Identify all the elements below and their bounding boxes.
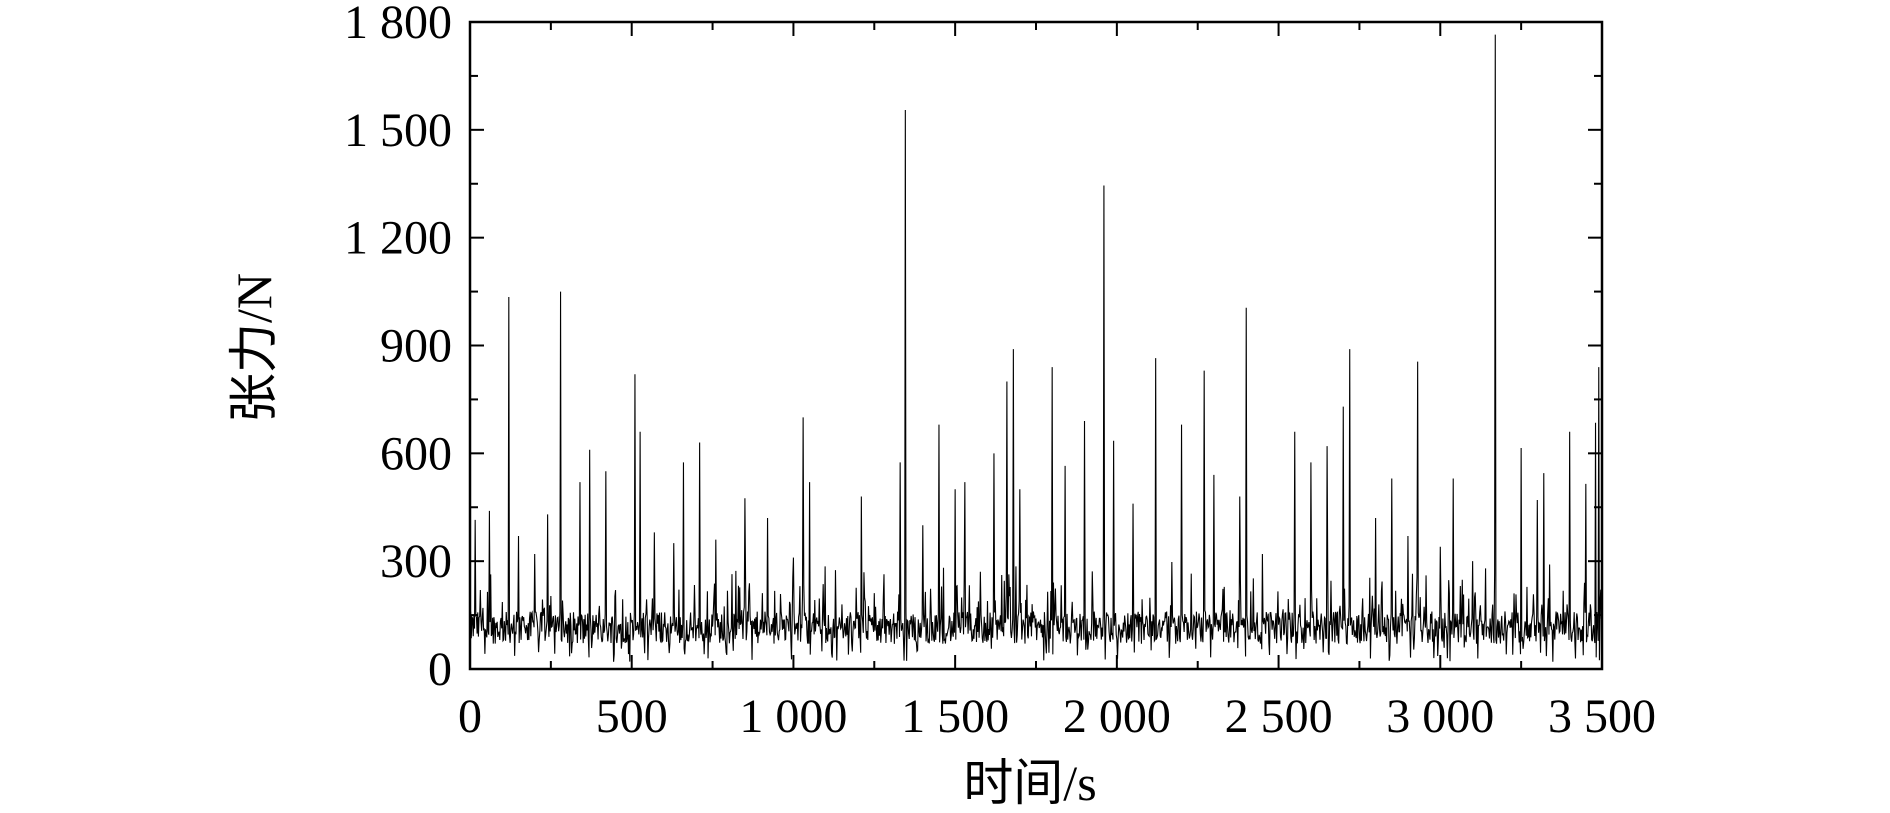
x-tick-label: 3 000 <box>1386 690 1494 743</box>
y-tick-label: 300 <box>380 535 452 588</box>
y-tick-label: 1 200 <box>344 212 452 265</box>
x-tick-label: 500 <box>596 690 668 743</box>
y-tick-label: 900 <box>380 320 452 373</box>
y-tick-labels: 0 300 600 900 1 200 1 500 1 800 <box>344 0 452 696</box>
data-layer <box>469 34 1603 662</box>
axis-ticks <box>469 21 1603 670</box>
x-axis-title: 时间/s <box>963 755 1096 811</box>
y-tick-label: 1 500 <box>344 104 452 157</box>
y-tick-label: 1 800 <box>344 0 452 49</box>
x-tick-label: 0 <box>458 690 482 743</box>
y-tick-label: 0 <box>428 643 452 696</box>
x-tick-label: 2 500 <box>1225 690 1333 743</box>
y-tick-label: 600 <box>380 427 452 480</box>
x-tick-label: 2 000 <box>1063 690 1171 743</box>
x-tick-label: 1 500 <box>901 690 1009 743</box>
x-tick-label: 3 500 <box>1548 690 1656 743</box>
series-line <box>469 34 1603 662</box>
y-axis-title: 张力/N <box>226 273 282 423</box>
x-tick-label: 1 000 <box>739 690 847 743</box>
x-tick-labels: 0 500 1 000 1 500 2 000 2 500 3 000 3 500 <box>458 690 1656 743</box>
